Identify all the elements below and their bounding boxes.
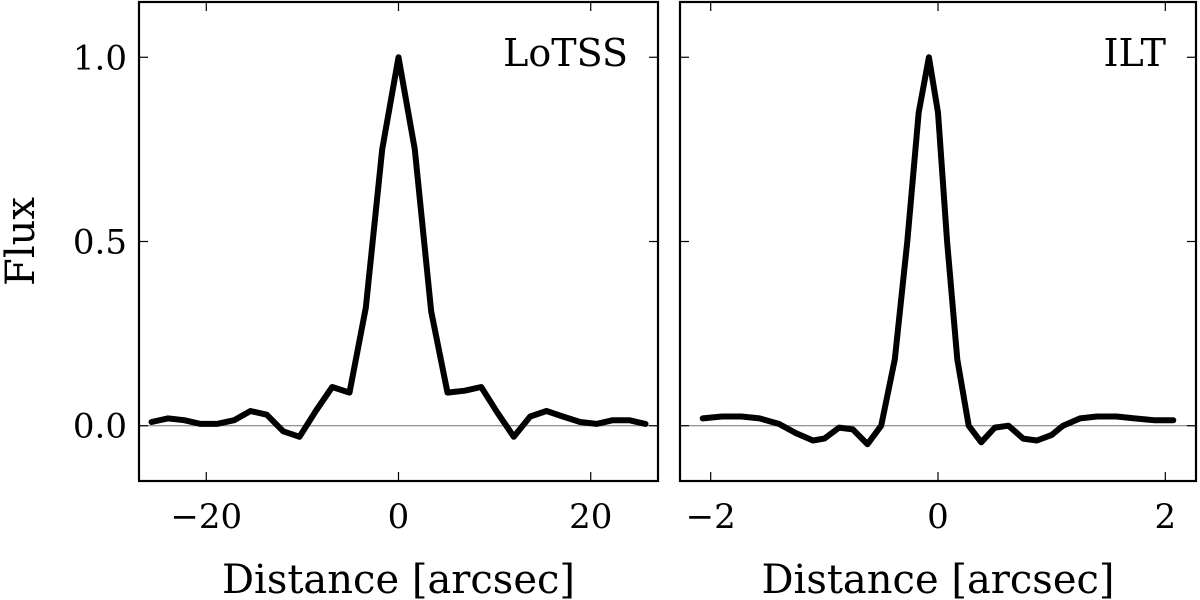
- y-tick-label: 0.0: [73, 407, 127, 447]
- panel-label: ILT: [1104, 31, 1167, 75]
- x-tick-label: 2: [1154, 497, 1176, 537]
- panel-ilt: −2 0 2 Distance [arcsec] ILT: [678, 0, 1198, 600]
- x-tick-label: 0: [927, 497, 949, 537]
- series-line: [699, 54, 1177, 448]
- panel-lotss: 0.0 0.5 1.0 −20 0 20 Distance [arcsec] Flux LoTS…: [0, 0, 660, 600]
- x-tick-label: −2: [686, 497, 736, 537]
- y-tick-label: 0.5: [73, 223, 127, 263]
- panel-label: LoTSS: [503, 31, 628, 75]
- y-axis-title: Flux: [0, 197, 44, 286]
- x-tick-label: −20: [170, 497, 242, 537]
- x-axis-title: Distance [arcsec]: [761, 557, 1114, 600]
- series-line: [148, 54, 649, 440]
- x-tick-label: 0: [388, 497, 410, 537]
- y-tick-label: 1.0: [73, 38, 127, 78]
- x-axis-title: Distance [arcsec]: [222, 557, 575, 600]
- x-tick-label: 20: [569, 497, 612, 537]
